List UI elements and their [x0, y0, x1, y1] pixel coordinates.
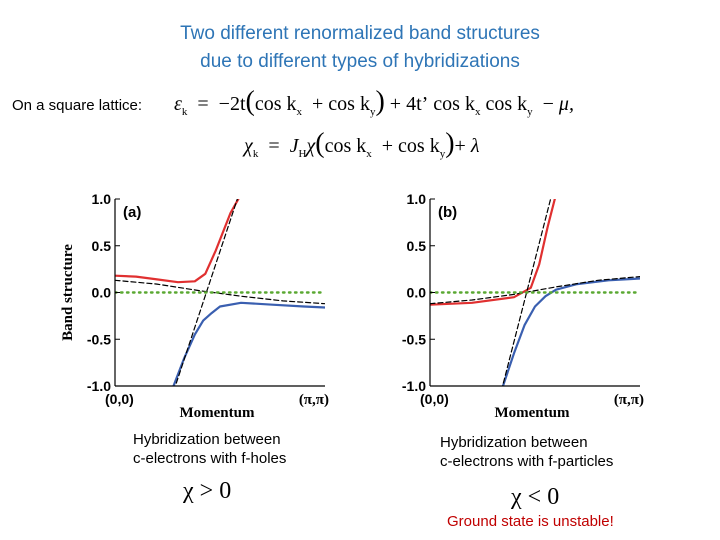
- chart-b-x-tick-label-1: (π,π): [614, 392, 644, 408]
- eq1-t-term: −2t: [218, 93, 246, 115]
- eq2-cos2-sub: y: [439, 148, 446, 160]
- eq2-lhs: χ: [244, 135, 253, 157]
- eq1-cos4-sub: y: [527, 106, 533, 118]
- eq2-lambda: λ: [470, 135, 480, 157]
- chart-b-panel-label: (b): [438, 204, 457, 221]
- eq1-lhs: ε: [174, 93, 182, 115]
- eq1-plus: +: [312, 93, 324, 115]
- eq1-cos2: cos k: [328, 93, 370, 115]
- eq1-cos3: cos k: [433, 93, 475, 115]
- slide-title: Two different renormalized band structur…: [0, 20, 720, 76]
- eq2-plus: +: [381, 135, 394, 157]
- chart-a-y-tick-label-2: 0.0: [92, 285, 112, 301]
- caption-a-line-1: Hybridization between: [133, 431, 281, 448]
- chart-b-y-tick-label-0: 1.0: [407, 191, 427, 207]
- chart-a-y-tick-label-0: 1.0: [92, 191, 112, 207]
- eq2-paren-close: ): [445, 128, 455, 159]
- eq1-cos1: cos k: [254, 93, 297, 115]
- eq1-equals: =: [197, 93, 209, 115]
- lattice-label: On a square lattice:: [12, 97, 143, 114]
- chart-b-y-tick-label-4: -1.0: [402, 378, 426, 394]
- eq1-mu: μ,: [558, 93, 574, 115]
- eq1-tprime-term: 4t’: [406, 93, 429, 115]
- caption-a: Hybridization between c-electrons with f…: [133, 430, 286, 468]
- chart-a-x-axis-title: Momentum: [180, 405, 255, 421]
- title-line-1: Two different renormalized band structur…: [180, 23, 540, 44]
- caption-b-line-1: Hybridization between: [440, 434, 588, 451]
- chart-a-panel-label: (a): [123, 204, 141, 221]
- chart-b-series-0: [430, 199, 556, 306]
- dispersion-equation: εk = −2t(cos kx + cos ky) + 4t’ cos kx c…: [174, 88, 574, 119]
- chart-b-y-tick-label-1: 0.5: [407, 238, 427, 254]
- eq2-paren-open: (: [315, 128, 325, 159]
- title-line-2: due to different types of hybridizations: [200, 51, 520, 72]
- caption-b-line-2: c-electrons with f-particles: [440, 453, 614, 470]
- chart-a-y-tick-label-1: 0.5: [92, 238, 112, 254]
- chart-a-x-tick-label-0: (0,0): [105, 391, 134, 407]
- chart-b-x-tick-label-0: (0,0): [420, 391, 449, 407]
- chart-b-series-1: [501, 277, 640, 386]
- chart-a-y-axis-title: Band structure: [60, 244, 76, 341]
- unstable-note: Ground state is unstable!: [447, 513, 614, 530]
- eq2-cos2: cos k: [398, 135, 440, 157]
- hybridization-equation: χk = JHχ(cos kx + cos ky)+ λ: [244, 130, 480, 161]
- chart-b-y-tick-label-3: -0.5: [402, 331, 426, 347]
- caption-a-line-2: c-electrons with f-holes: [133, 450, 287, 467]
- condition-b: χ < 0: [511, 484, 560, 510]
- eq1-lhs-sub: k: [181, 106, 188, 118]
- chart-a-series-1: [172, 301, 325, 386]
- chart-b-y-tick-label-2: 0.0: [407, 285, 427, 301]
- chart-b-series-3: [430, 276, 640, 305]
- eq2-cos1: cos k: [324, 135, 367, 157]
- chart-a-x-tick-label-1: (π,π): [299, 392, 329, 408]
- condition-a: χ > 0: [183, 478, 232, 504]
- eq2-lhs-sub: k: [252, 148, 259, 160]
- eq2-j-sub: H: [298, 148, 307, 160]
- eq2-j: J: [289, 135, 299, 157]
- eq1-cos1-sub: x: [296, 106, 303, 118]
- chart-a-series-0: [115, 199, 240, 284]
- eq1-plus-2: +: [389, 93, 402, 115]
- eq2-chi: χ: [306, 135, 316, 157]
- eq1-paren-close: ): [375, 86, 385, 117]
- chart-b-x-axis-title: Momentum: [495, 405, 570, 421]
- caption-b: Hybridization between c-electrons with f…: [440, 433, 613, 471]
- eq1-cos2-sub: y: [369, 106, 376, 118]
- eq1-cos3-sub: x: [474, 106, 481, 118]
- eq2-equals: =: [268, 135, 280, 157]
- eq2-plus-2: +: [454, 135, 466, 157]
- chart-a-series-3: [115, 279, 325, 305]
- chart-a-y-tick-label-4: -1.0: [87, 378, 111, 394]
- eq1-cos4: cos k: [485, 93, 528, 115]
- chart-a-y-tick-label-3: -0.5: [87, 331, 111, 347]
- eq2-cos1-sub: x: [366, 148, 372, 160]
- eq1-minus: −: [542, 93, 554, 115]
- eq1-paren-open: (: [245, 86, 255, 117]
